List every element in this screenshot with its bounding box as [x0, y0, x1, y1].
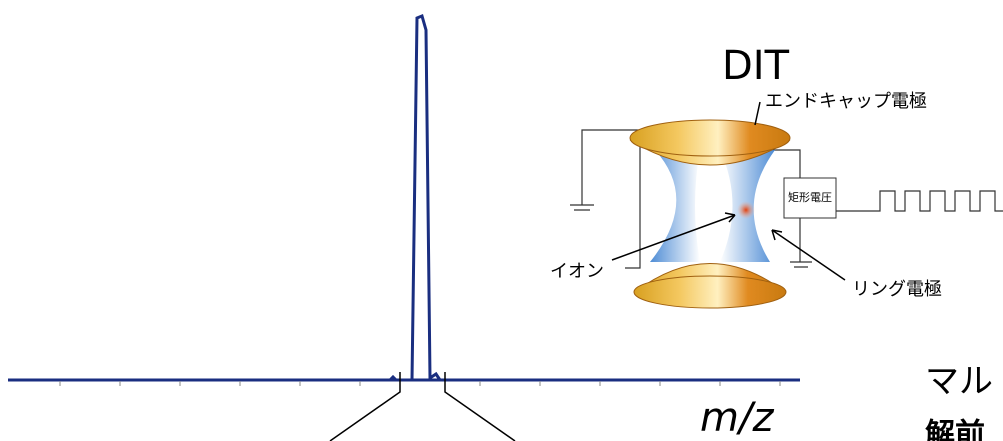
peak: [390, 16, 440, 380]
title: DIT: [722, 43, 790, 89]
slide: DIT m/z マル 解前 エンドキャップ電極 矩形電圧 イオン リング電極: [0, 0, 1003, 441]
side-text: 解前: [925, 418, 985, 441]
axis-label: m/z: [700, 395, 774, 441]
zoom-lines: [330, 372, 515, 441]
side-text: マル: [925, 362, 993, 402]
end-cap-label: エンドキャップ電極: [765, 91, 927, 112]
ion-label: イオン: [550, 261, 604, 282]
dit-diagram: エンドキャップ電極 矩形電圧 イオン リング電極: [550, 91, 1003, 308]
axis-ticks: [60, 381, 780, 386]
ring-label: リング電極: [852, 279, 942, 300]
voltage-label: 矩形電圧: [788, 191, 832, 204]
